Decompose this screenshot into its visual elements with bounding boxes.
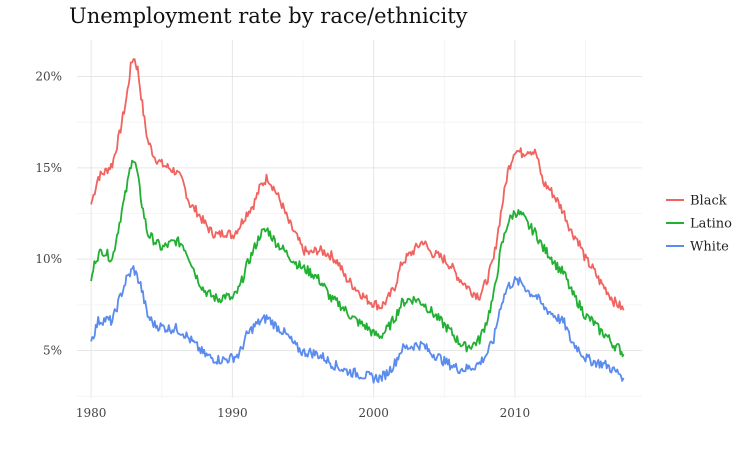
series-line-black xyxy=(90,58,625,311)
y-axis: 5% 10% 15% 20% xyxy=(35,70,62,358)
legend-label: White xyxy=(690,240,729,255)
x-axis: 1980 1990 2000 2010 xyxy=(76,406,530,420)
legend-item-latino: Latino xyxy=(666,217,732,232)
chart-title: Unemployment rate by race/ethnicity xyxy=(69,4,468,28)
x-tick-label: 2010 xyxy=(500,406,531,420)
legend: Black Latino White xyxy=(666,194,732,255)
y-tick-label: 10% xyxy=(35,252,62,266)
legend-item-black: Black xyxy=(666,194,727,209)
series-line-latino xyxy=(90,159,625,358)
series-lines xyxy=(90,58,625,384)
series-line-white xyxy=(90,265,625,384)
y-tick-label: 15% xyxy=(35,161,62,175)
legend-item-white: White xyxy=(666,240,729,255)
y-tick-label: 20% xyxy=(35,70,62,84)
x-tick-label: 1980 xyxy=(76,406,107,420)
legend-label: Black xyxy=(690,194,727,209)
legend-label: Latino xyxy=(690,217,732,232)
x-tick-label: 1990 xyxy=(217,406,248,420)
y-tick-label: 5% xyxy=(43,344,62,358)
grid-lines xyxy=(77,40,642,398)
x-tick-label: 2000 xyxy=(358,406,389,420)
